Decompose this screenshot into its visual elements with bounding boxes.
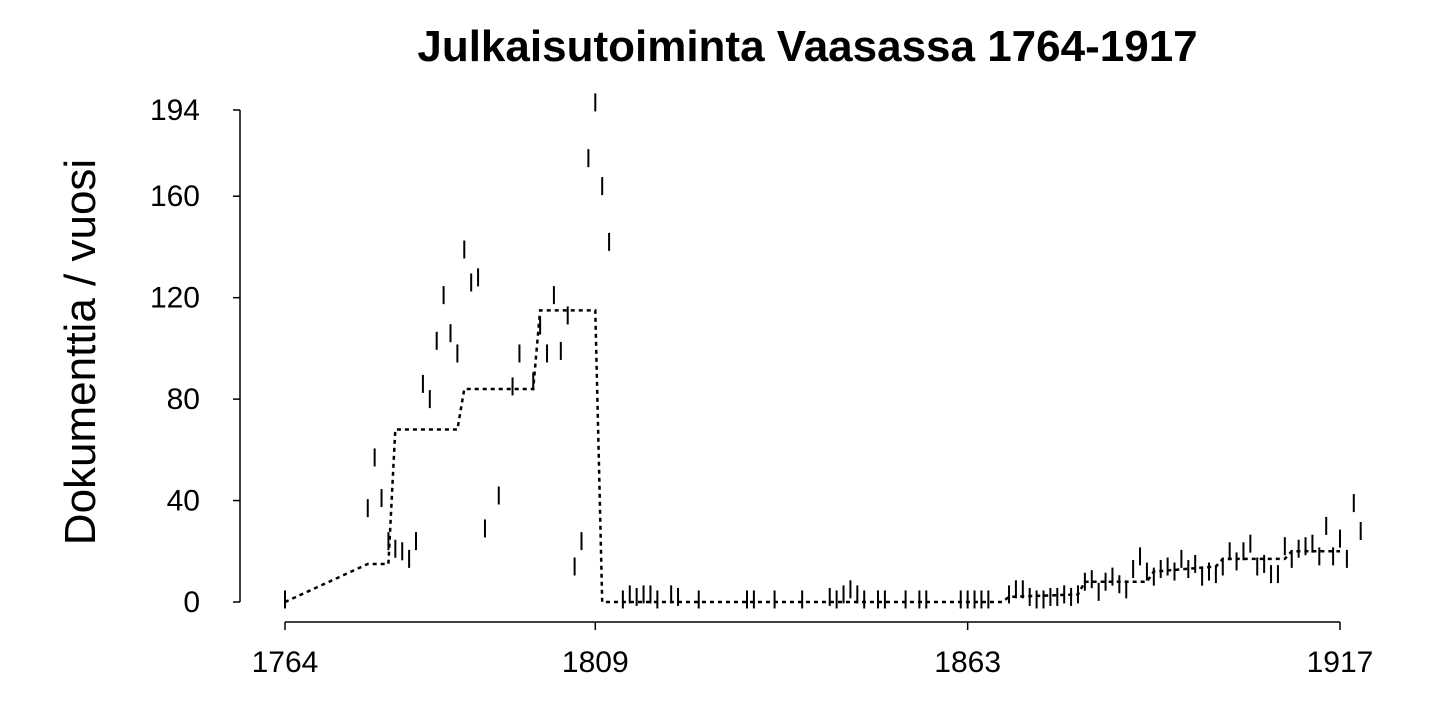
y-tick-label: 0 bbox=[183, 586, 200, 619]
y-ticks: 0 40 80 120 160 194 bbox=[150, 94, 240, 619]
y-tick-label: 160 bbox=[150, 180, 200, 213]
x-tick-label: 1764 bbox=[252, 646, 319, 679]
y-axis-label: Dokumenttia / vuosi bbox=[56, 159, 105, 545]
axes: 0 40 80 120 160 194 1764 1809 1863 1917 bbox=[150, 94, 1373, 679]
x-tick-label: 1863 bbox=[934, 646, 1001, 679]
y-tick-label: 120 bbox=[150, 282, 200, 315]
chart-title: Julkaisutoiminta Vaasassa 1764-1917 bbox=[417, 22, 1198, 71]
y-tick-label: 40 bbox=[167, 485, 200, 518]
y-tick-label: 194 bbox=[150, 94, 200, 127]
x-ticks: 1764 1809 1863 1917 bbox=[252, 622, 1374, 679]
x-tick-label: 1917 bbox=[1307, 646, 1374, 679]
y-tick-label: 80 bbox=[167, 383, 200, 416]
annual-dashes bbox=[284, 93, 1362, 609]
x-tick-label: 1809 bbox=[562, 646, 629, 679]
